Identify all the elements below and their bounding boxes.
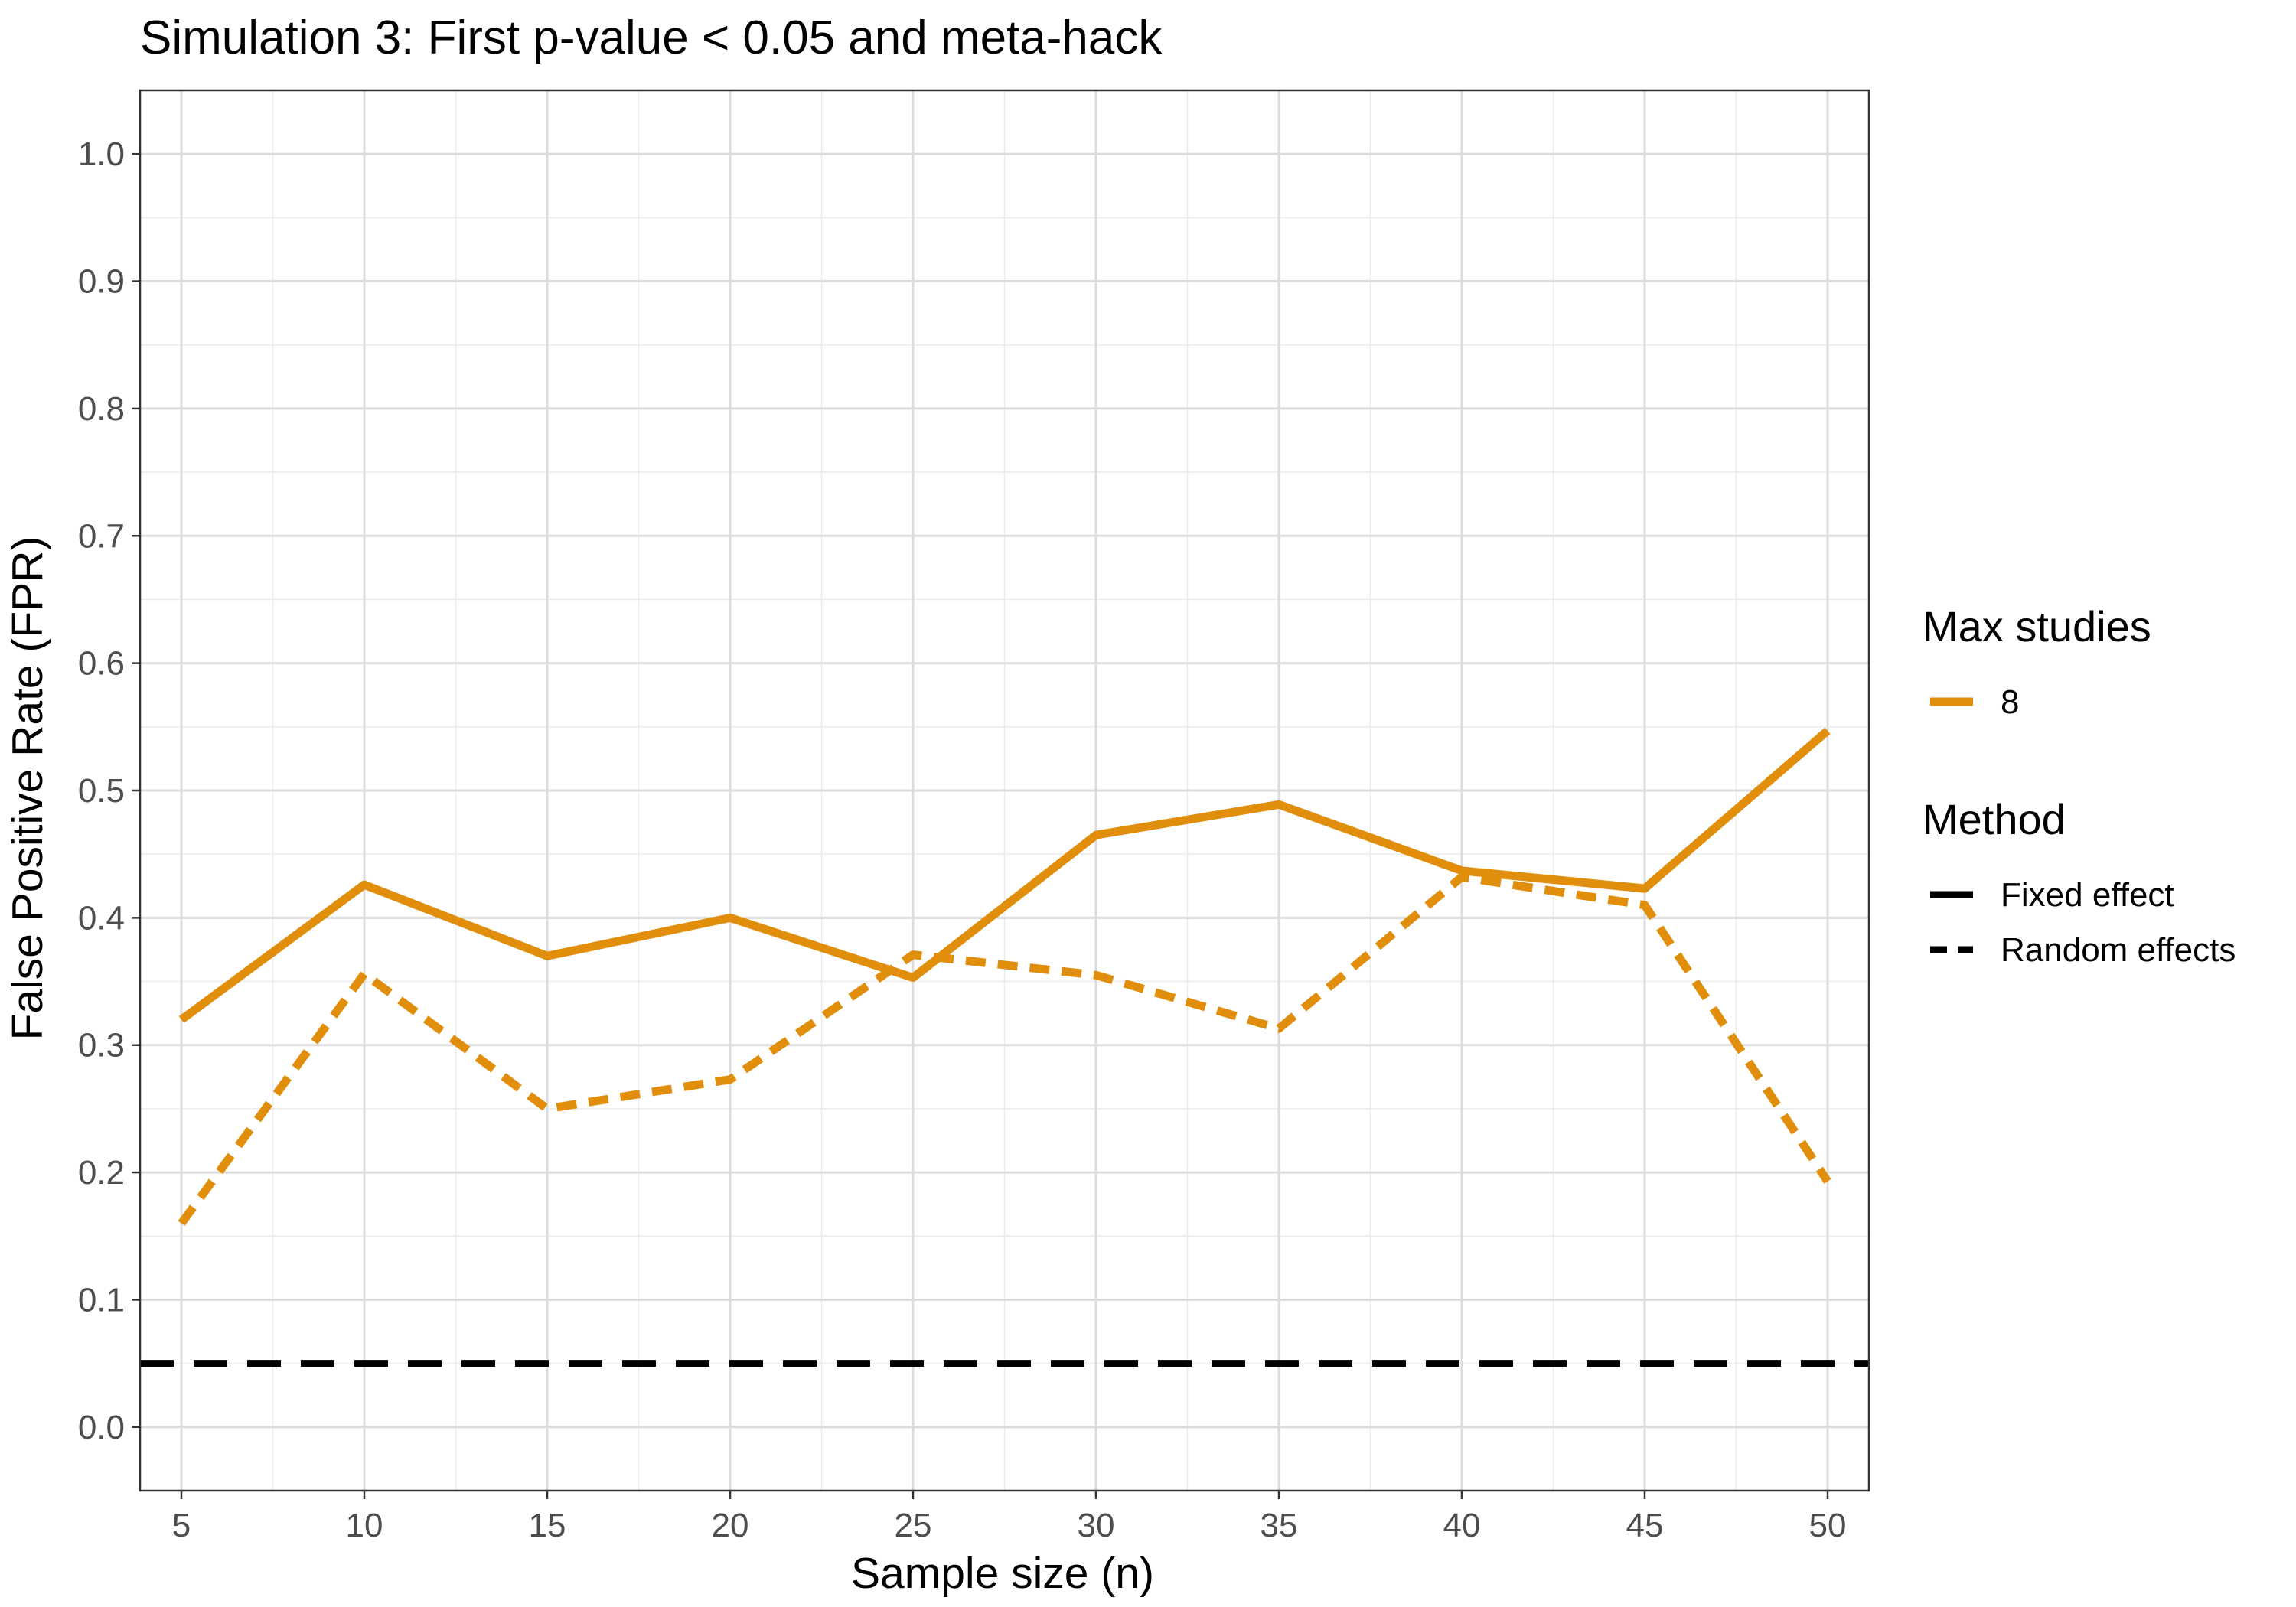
data-point-fixed-effect bbox=[1827, 730, 1828, 732]
x-tick-label: 30 bbox=[1078, 1507, 1115, 1544]
data-point-fixed-effect bbox=[1095, 834, 1097, 836]
y-tick-label: 0.0 bbox=[78, 1409, 125, 1446]
x-tick-label: 15 bbox=[529, 1507, 566, 1544]
data-point-random-effects bbox=[1095, 974, 1097, 976]
y-tick-label: 0.3 bbox=[78, 1027, 125, 1064]
data-point-fixed-effect bbox=[1644, 888, 1645, 889]
y-tick-label: 0.4 bbox=[78, 899, 125, 937]
data-point-fixed-effect bbox=[1461, 870, 1463, 872]
y-tick-label: 0.2 bbox=[78, 1154, 125, 1191]
grid-major bbox=[140, 90, 1869, 1491]
x-tick-label: 25 bbox=[895, 1507, 932, 1544]
x-tick-label: 5 bbox=[172, 1507, 191, 1544]
data-point-random-effects bbox=[546, 1108, 548, 1110]
data-point-random-effects bbox=[1461, 876, 1463, 878]
legend-label-max-studies-8: 8 bbox=[2001, 683, 2019, 721]
data-point-random-effects bbox=[1644, 905, 1645, 906]
y-tick-label: 0.1 bbox=[78, 1281, 125, 1319]
x-axis-label: Sample size (n) bbox=[851, 1549, 1154, 1598]
data-point-random-effects bbox=[1278, 1028, 1280, 1029]
data-point-random-effects bbox=[364, 973, 365, 975]
x-tick-label: 20 bbox=[712, 1507, 749, 1544]
legend-label-fixed-effect: Fixed effect bbox=[2001, 876, 2174, 914]
series-line-fixed-effect bbox=[178, 727, 1831, 1023]
y-axis: 0.0 0.1 0.2 0.3 0.4 0.5 0.6 0.7 0.8 0.9 1.0 bbox=[78, 135, 140, 1446]
y-axis-label: False Positive Rate (FPR) bbox=[3, 536, 52, 1041]
data-point-fixed-effect bbox=[364, 884, 365, 885]
x-tick-label: 45 bbox=[1626, 1507, 1664, 1544]
y-tick-label: 0.7 bbox=[78, 517, 125, 555]
x-axis: 5 10 15 20 25 30 35 40 45 50 bbox=[172, 1491, 1847, 1544]
data-point-random-effects bbox=[1827, 1181, 1828, 1182]
y-tick-label: 0.5 bbox=[78, 772, 125, 810]
data-point-fixed-effect bbox=[912, 977, 914, 979]
y-tick-label: 0.6 bbox=[78, 645, 125, 683]
legend-label-random-effects: Random effects bbox=[2001, 931, 2236, 969]
series-line-random-effects bbox=[178, 872, 1831, 1226]
series-group bbox=[178, 727, 1831, 1226]
chart-title: Simulation 3: First p-value < 0.05 and m… bbox=[140, 11, 1163, 64]
y-tick-label: 1.0 bbox=[78, 135, 125, 173]
x-tick-label: 35 bbox=[1261, 1507, 1298, 1544]
legend-title-method: Method bbox=[1923, 795, 2066, 843]
y-tick-label: 0.8 bbox=[78, 390, 125, 428]
data-point-random-effects bbox=[729, 1079, 731, 1081]
x-tick-label: 40 bbox=[1443, 1507, 1481, 1544]
data-point-fixed-effect bbox=[1278, 804, 1280, 805]
data-point-fixed-effect bbox=[181, 1019, 182, 1020]
x-tick-label: 50 bbox=[1809, 1507, 1847, 1544]
y-tick-label: 0.9 bbox=[78, 263, 125, 301]
legend-title-max-studies: Max studies bbox=[1923, 602, 2151, 650]
data-point-random-effects bbox=[181, 1223, 182, 1224]
data-point-random-effects bbox=[912, 954, 914, 956]
x-tick-label: 10 bbox=[346, 1507, 383, 1544]
data-point-fixed-effect bbox=[729, 917, 731, 918]
legend: Max studies 8 Method Fixed effect Random… bbox=[1923, 602, 2236, 969]
data-point-fixed-effect bbox=[546, 955, 548, 957]
